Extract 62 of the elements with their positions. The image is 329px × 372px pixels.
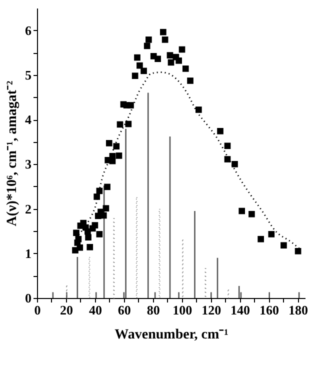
point [100, 212, 107, 219]
y-tick-label: 2 [25, 201, 32, 216]
point [144, 42, 150, 50]
point [125, 120, 132, 128]
point [109, 158, 116, 164]
y-tick-label: 5 [25, 67, 32, 82]
point [178, 46, 186, 53]
point [92, 222, 98, 228]
point [176, 57, 182, 64]
point [280, 242, 287, 249]
x-tick-label: 120 [202, 302, 222, 318]
point [248, 210, 255, 218]
point [116, 152, 122, 159]
point [162, 36, 168, 43]
point [134, 54, 140, 61]
y-tick-label: 3 [25, 156, 32, 172]
x-tick-label: 160 [260, 302, 280, 318]
point [224, 142, 231, 150]
point [140, 68, 147, 74]
x-tick-label: 80 [146, 302, 160, 318]
point [104, 184, 110, 190]
x-tick-label: 20 [60, 302, 73, 318]
point [232, 160, 238, 168]
point [217, 128, 224, 134]
point [136, 62, 143, 69]
point [166, 52, 174, 58]
point [187, 78, 194, 84]
x-tick-label: 140 [230, 302, 250, 318]
point [238, 208, 245, 214]
point [96, 231, 103, 238]
y-tick-label: 0 [25, 290, 32, 306]
point [85, 234, 92, 240]
x-tick-label: 180 [288, 302, 308, 318]
point [128, 102, 134, 108]
point [294, 248, 302, 254]
y-tick-label: 1 [25, 246, 32, 261]
x-axis-title: Wavenumber, cm⁻¹ [114, 328, 228, 342]
x-tick-label: 100 [172, 302, 192, 318]
point [258, 236, 264, 242]
point [102, 205, 110, 212]
point [268, 231, 275, 238]
point [106, 140, 112, 146]
point [154, 56, 161, 62]
point [196, 106, 202, 113]
point [86, 244, 94, 250]
y-axis-title: A(ν)*10⁶, cm⁻¹, amagat⁻² [5, 80, 20, 226]
point [94, 194, 100, 200]
point [146, 36, 152, 43]
point [75, 236, 82, 242]
point [182, 66, 189, 72]
point [76, 244, 84, 251]
point [96, 188, 103, 194]
y-tick-label: 6 [25, 22, 32, 38]
x-tick-label: 40 [88, 302, 102, 318]
point [113, 143, 120, 150]
point [224, 156, 231, 162]
point [73, 230, 80, 236]
point [132, 72, 138, 79]
y-tick-label: 4 [25, 112, 32, 128]
x-tick-label: 60 [118, 302, 131, 318]
point [160, 28, 166, 36]
point [116, 121, 124, 128]
